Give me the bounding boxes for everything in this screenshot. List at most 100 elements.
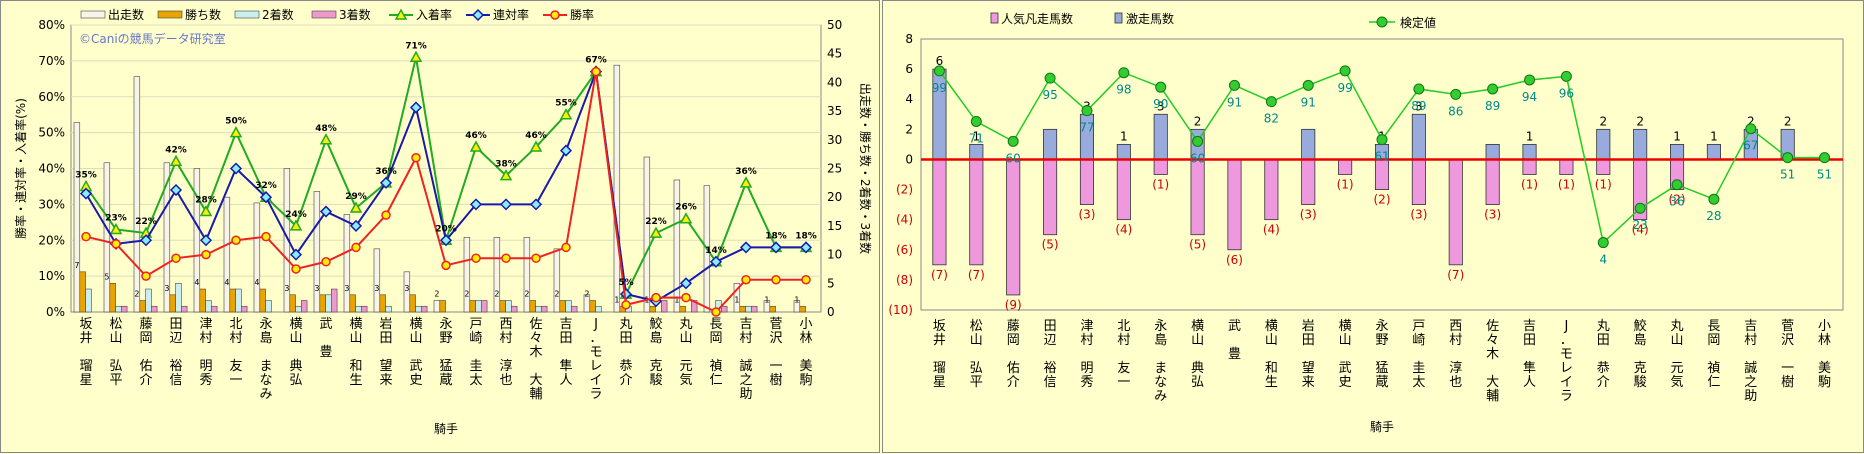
neg-data-label: (7) xyxy=(1447,268,1464,282)
category-label-char: 仁 xyxy=(1707,375,1720,390)
legend-marker xyxy=(471,8,485,22)
bar-勝ち数 xyxy=(739,305,746,313)
category-label-char: 太 xyxy=(469,373,482,388)
bar-勝ち数 xyxy=(259,288,266,313)
category-label-char: 津 xyxy=(199,317,212,332)
category-label-char: 田 xyxy=(1302,333,1315,348)
bar-3着数 xyxy=(331,288,338,313)
marker-検定値 xyxy=(1044,72,1056,84)
category-label-char: 史 xyxy=(1339,375,1352,390)
marker-連対率 xyxy=(709,255,723,268)
pct-data-label: 24% xyxy=(285,210,307,220)
marker-検定値 xyxy=(1708,193,1720,205)
category-label-char: 和 xyxy=(1265,361,1278,376)
marker-連対率 xyxy=(409,101,423,114)
category-label-char: 明 xyxy=(1080,361,1093,376)
category-label-char: 藤 xyxy=(139,317,152,332)
bar-3着数 xyxy=(511,305,518,313)
bar-出走数 xyxy=(433,300,441,313)
marker-入着率 xyxy=(559,108,573,120)
category-label-char: 山 xyxy=(679,331,692,346)
y-tick-label: (6) xyxy=(896,243,913,257)
legend-swatch xyxy=(311,10,337,19)
category-label-char: モ xyxy=(589,345,602,360)
legend-swatch xyxy=(1114,12,1123,24)
wins-data-label: 4 xyxy=(224,278,229,287)
marker-勝率 xyxy=(591,66,601,77)
marker-連対率 xyxy=(319,205,333,218)
category-label-char: 吉 xyxy=(1523,319,1536,334)
category-label-char: 誠 xyxy=(739,359,752,374)
pct-data-label: 18% xyxy=(765,231,787,241)
marker-連対率 xyxy=(229,162,243,175)
wins-data-label: 2 xyxy=(134,290,139,299)
y-tick-label: (4) xyxy=(896,213,913,227)
bar-人気凡走馬数 xyxy=(1227,159,1242,251)
category-label-char: 元 xyxy=(1671,361,1684,376)
category-label-char: レ xyxy=(1560,361,1573,376)
wins-data-label: 3 xyxy=(374,284,379,293)
category-label-char: な xyxy=(259,373,272,388)
test-value-label: 60 xyxy=(1006,151,1021,165)
marker-入着率 xyxy=(199,205,213,217)
bar-勝ち数 xyxy=(229,288,236,313)
bar-勝ち数 xyxy=(139,300,146,313)
category-label-char: み xyxy=(1154,389,1167,404)
wins-data-label: 2 xyxy=(554,290,559,299)
test-value-label: 28 xyxy=(1706,209,1721,223)
marker-勝率 xyxy=(471,253,481,263)
bar-2着数 xyxy=(475,300,482,313)
wins-data-label: 1 xyxy=(614,295,619,304)
bar-出走数 xyxy=(493,237,501,313)
pct-data-label: 29% xyxy=(345,192,367,202)
marker-勝率 xyxy=(771,274,781,285)
category-label-char: 也 xyxy=(499,373,512,388)
category-label-char: 山 xyxy=(1339,333,1352,348)
x-axis-title: 騎手 xyxy=(1370,420,1394,434)
marker-連対率 xyxy=(79,187,93,200)
legend-swatch xyxy=(157,10,183,19)
marker-検定値 xyxy=(970,116,982,128)
category-label-char: 山 xyxy=(1191,333,1204,348)
category-label-char: 大 xyxy=(529,373,542,388)
watermark: ©Caniの競馬データ研究室 xyxy=(79,31,226,46)
marker-連対率 xyxy=(679,277,693,290)
legend-label: 検定値 xyxy=(1400,15,1436,30)
category-label-char: 圭 xyxy=(1412,361,1425,376)
bar-3着数 xyxy=(661,300,668,313)
bar-人気凡走馬数 xyxy=(1522,159,1537,175)
category-label-char: 来 xyxy=(1302,375,1315,390)
test-value-label: 67 xyxy=(1743,139,1758,153)
category-label-char: 武 xyxy=(319,317,332,332)
marker-勝率 xyxy=(411,152,421,163)
bar-勝ち数 xyxy=(439,300,446,313)
category-label-char: 之 xyxy=(739,373,752,388)
category-label-char: 秀 xyxy=(1080,375,1093,390)
category-label-char: 長 xyxy=(709,317,722,332)
neg-data-label: (1) xyxy=(1337,178,1354,192)
category-label-char: 辺 xyxy=(1044,333,1057,348)
category-label-char: 吉 xyxy=(1744,319,1757,334)
category-label-char: 山 xyxy=(1671,333,1684,348)
left-tick-label: 70% xyxy=(38,54,65,68)
category-label-char: ． xyxy=(1560,333,1573,348)
test-value-label: 51 xyxy=(1817,168,1832,182)
bar-人気凡走馬数 xyxy=(1338,159,1353,175)
legend-label: 人気凡走馬数 xyxy=(1001,11,1073,26)
legend-label: 連対率 xyxy=(493,7,529,22)
bar-3着数 xyxy=(181,305,188,313)
marker-検定値 xyxy=(1487,83,1499,95)
neg-data-label: (4) xyxy=(1115,223,1132,237)
marker-検定値 xyxy=(1745,123,1757,135)
category-label-char: 島 xyxy=(1634,333,1647,348)
neg-data-label: (7) xyxy=(931,268,948,282)
category-label-char: 田 xyxy=(1597,333,1610,348)
category-label-char: 助 xyxy=(739,387,752,402)
category-label-char: 永 xyxy=(1154,319,1167,334)
bar-勝ち数 xyxy=(289,294,296,313)
